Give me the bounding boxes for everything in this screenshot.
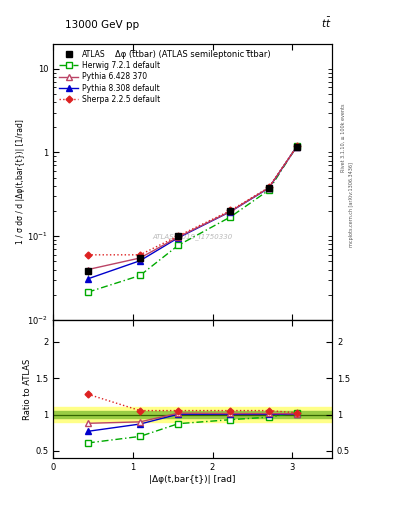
Y-axis label: 1 / σ dσ / d |Δφ(t,bar{t})| [1/rad]: 1 / σ dσ / d |Δφ(t,bar{t})| [1/rad]: [16, 119, 25, 244]
Y-axis label: Ratio to ATLAS: Ratio to ATLAS: [23, 358, 32, 420]
Text: Rivet 3.1.10, ≥ 100k events: Rivet 3.1.10, ≥ 100k events: [341, 104, 346, 173]
Text: mcplots.cern.ch [arXiv:1306.3436]: mcplots.cern.ch [arXiv:1306.3436]: [349, 162, 354, 247]
Text: 13000 GeV pp: 13000 GeV pp: [65, 20, 139, 30]
Text: ATLAS_2019_I1750330: ATLAS_2019_I1750330: [152, 233, 233, 241]
Bar: [53, 411, 332, 418]
Text: Δφ (t̅tbar) (ATLAS semileptonic t̅tbar): Δφ (t̅tbar) (ATLAS semileptonic t̅tbar): [115, 51, 270, 59]
Bar: [53, 408, 332, 422]
Text: $t\bar{t}$: $t\bar{t}$: [321, 16, 331, 30]
X-axis label: |Δφ(t,bar{t})| [rad]: |Δφ(t,bar{t})| [rad]: [149, 475, 236, 484]
Legend: ATLAS, Herwig 7.2.1 default, Pythia 6.428 370, Pythia 8.308 default, Sherpa 2.2.: ATLAS, Herwig 7.2.1 default, Pythia 6.42…: [57, 47, 163, 106]
